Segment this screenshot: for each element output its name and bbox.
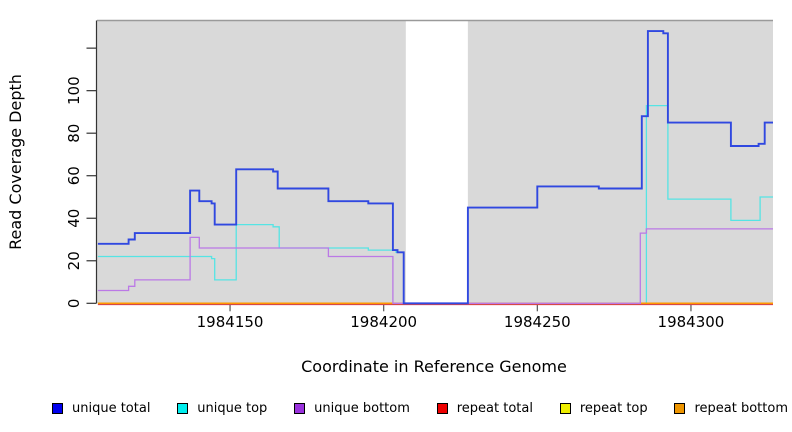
legend: unique total unique top unique bottom repea… — [52, 401, 788, 416]
legend-swatch-unique-top — [177, 403, 189, 414]
x-tick-label: 1984150 — [197, 313, 264, 331]
legend-label: unique bottom — [314, 401, 410, 416]
series-line-unique-total — [97, 30, 773, 305]
legend-swatch-repeat-total — [436, 403, 448, 414]
masked-gap-region — [405, 20, 468, 304]
y-tick-label: 20 — [65, 251, 83, 270]
legend-swatch-repeat-top — [559, 403, 571, 414]
y-tick-label: 0 — [65, 299, 83, 309]
legend-item-unique-top: unique top — [177, 401, 267, 416]
plot-layer: 0 20 40 60 80 100 1984150 1984200 1984250 1984300 — [65, 19, 773, 331]
legend-item-repeat-top: repeat top — [559, 401, 648, 416]
legend-label: repeat top — [579, 401, 648, 416]
y-axis-title: Read Coverage Depth — [6, 74, 25, 250]
legend-label: unique total — [72, 401, 151, 416]
y-tick-label: 100 — [65, 76, 83, 105]
legend-item-unique-bottom: unique bottom — [294, 401, 410, 416]
legend-swatch-repeat-bottom — [674, 403, 686, 414]
x-tick-label: 1984250 — [504, 313, 571, 331]
legend-label: repeat bottom — [694, 401, 788, 416]
y-tick-label: 80 — [65, 124, 83, 143]
series-line-unique-top — [97, 104, 773, 304]
legend-item-repeat-total: repeat total — [436, 401, 533, 416]
legend-swatch-unique-total — [52, 403, 63, 414]
legend-item-repeat-bottom: repeat bottom — [674, 401, 788, 416]
x-tick-label: 1984200 — [350, 313, 417, 331]
legend-label: unique top — [197, 401, 268, 416]
legend-label: repeat total — [456, 401, 533, 416]
x-tick-label: 1984300 — [658, 313, 725, 331]
legend-item-unique-total: unique total — [52, 401, 150, 416]
legend-swatch-unique-bottom — [294, 403, 306, 414]
x-axis-title: Coordinate in Reference Genome — [301, 357, 567, 376]
y-tick-label: 60 — [65, 166, 83, 185]
series-line-unique-bottom — [97, 228, 773, 304]
y-tick-label: 40 — [65, 209, 83, 228]
